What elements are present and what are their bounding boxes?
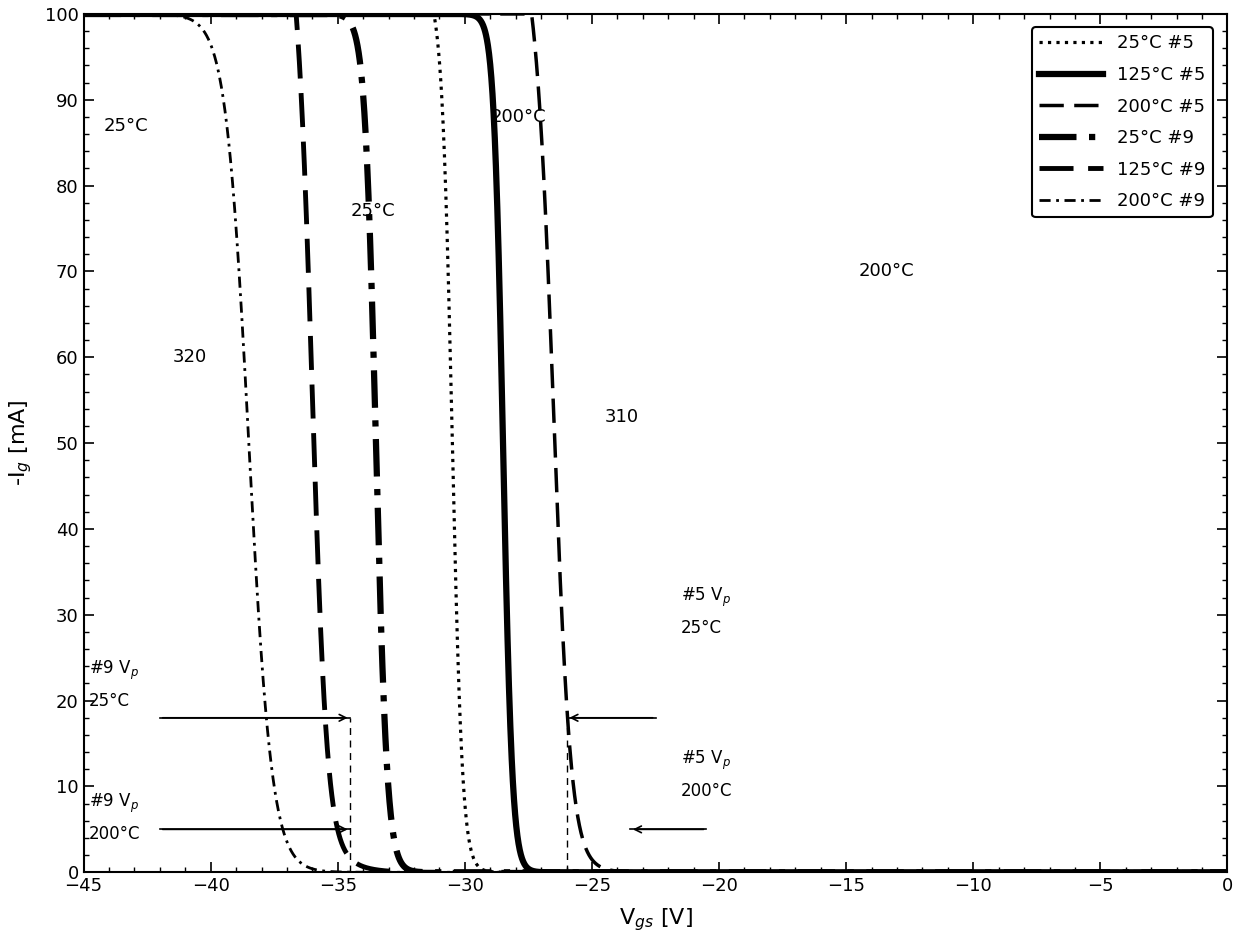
Text: #9 V$_p$: #9 V$_p$ <box>89 792 139 815</box>
Text: 200°C: 200°C <box>859 262 914 280</box>
Text: 200°C: 200°C <box>89 824 140 842</box>
Text: 25°C: 25°C <box>89 692 130 710</box>
Text: #9 V$_p$: #9 V$_p$ <box>89 659 139 682</box>
Text: 200°C: 200°C <box>490 108 546 126</box>
Text: 310: 310 <box>605 408 639 427</box>
Text: 25°C: 25°C <box>104 117 149 134</box>
Text: 25°C: 25°C <box>681 619 722 636</box>
Text: #5 V$_p$: #5 V$_p$ <box>681 586 732 609</box>
Text: #5 V$_p$: #5 V$_p$ <box>681 749 732 773</box>
Y-axis label: -I$_g$ [mA]: -I$_g$ [mA] <box>7 400 33 487</box>
X-axis label: V$_{gs}$ [V]: V$_{gs}$ [V] <box>619 906 692 933</box>
Text: 200°C: 200°C <box>681 782 733 800</box>
Text: 25°C: 25°C <box>351 202 396 220</box>
Legend: 25°C #5, 125°C #5, 200°C #5, 25°C #9, 125°C #9, 200°C #9: 25°C #5, 125°C #5, 200°C #5, 25°C #9, 12… <box>1032 27 1213 217</box>
Text: 320: 320 <box>172 349 207 367</box>
